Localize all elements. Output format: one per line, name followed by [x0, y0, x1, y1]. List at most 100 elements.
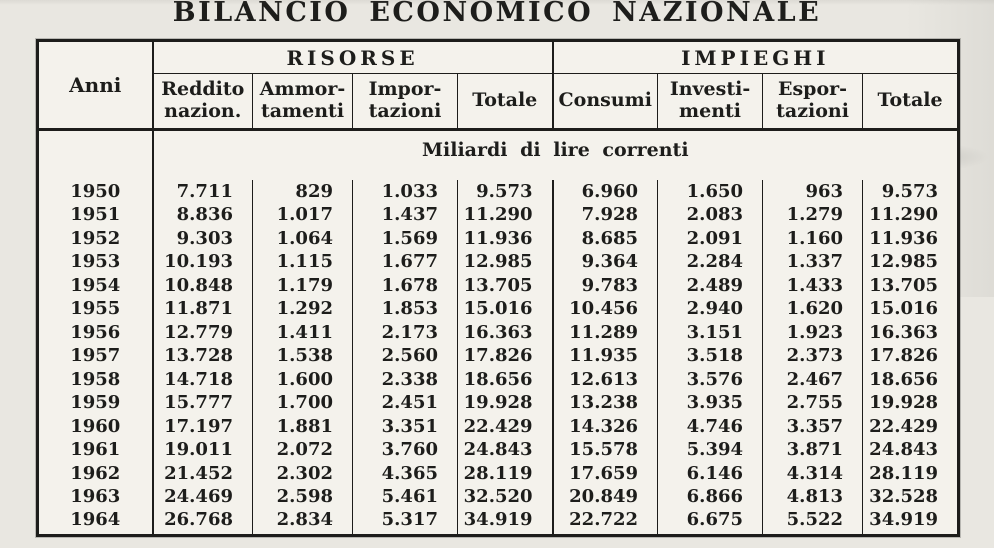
- value-cell: 20.849: [552, 485, 659, 509]
- value-cell: 2.451: [352, 391, 458, 415]
- value-cell: 26.768: [152, 508, 253, 535]
- value-cell: 34.919: [457, 508, 554, 535]
- table-row: 1961 19.011 2.072 3.760 24.843 15.578 5.394 3.8…: [37, 438, 959, 462]
- col-header-reddito-nazionale: Reddito nazion.: [152, 73, 253, 131]
- value-cell: 9.573: [457, 179, 554, 203]
- value-cell: 3.871: [762, 438, 864, 462]
- value-cell: 9.303: [152, 226, 253, 250]
- table-row: 1957 13.728 1.538 2.560 17.826 11.935 3.518 2.3…: [37, 344, 959, 368]
- value-cell: 9.783: [552, 273, 659, 297]
- value-cell: 4.365: [352, 461, 458, 485]
- value-cell: 5.394: [657, 438, 764, 462]
- page-title: BILANCIO ECONOMICO NAZIONALE: [172, 0, 822, 28]
- value-cell: 2.373: [762, 344, 864, 368]
- value-cell: 24.843: [457, 438, 554, 462]
- table-row: 1951 8.836 1.017 1.437 11.290 7.928 2.083 1.279…: [37, 203, 959, 227]
- value-cell: 1.650: [657, 179, 764, 203]
- value-cell: 24.469: [152, 485, 253, 509]
- value-cell: 1.700: [252, 391, 353, 415]
- value-cell: 12.779: [152, 320, 253, 344]
- value-cell: 11.935: [552, 344, 659, 368]
- year-cell: 1959: [37, 391, 154, 415]
- value-cell: 1.033: [352, 179, 458, 203]
- unit-row: Miliardi di lire correnti: [37, 129, 959, 180]
- value-cell: 2.072: [252, 438, 353, 462]
- value-cell: 6.146: [657, 461, 764, 485]
- col-header-totale-impieghi: Totale: [862, 73, 959, 131]
- table-header: Anni RISORSE IMPIEGHI Reddito nazion. Am…: [37, 40, 959, 131]
- col-header-ammortamenti: Ammor- tamenti: [252, 73, 353, 131]
- value-cell: 5.317: [352, 508, 458, 535]
- year-cell: 1953: [37, 250, 154, 274]
- value-cell: 1.437: [352, 203, 458, 227]
- year-cell: 1962: [37, 461, 154, 485]
- value-cell: 9.364: [552, 250, 659, 274]
- unit-note: Miliardi di lire correnti: [422, 139, 689, 162]
- value-cell: 1.292: [252, 297, 353, 321]
- year-cell: 1952: [37, 226, 154, 250]
- value-cell: 10.193: [152, 250, 253, 274]
- value-cell: 11.936: [457, 226, 554, 250]
- year-cell: 1954: [37, 273, 154, 297]
- value-cell: 10.848: [152, 273, 253, 297]
- year-cell: 1958: [37, 367, 154, 391]
- value-cell: 13.705: [869, 274, 939, 296]
- value-cell: 3.935: [657, 391, 764, 415]
- value-cell: 4.314: [762, 461, 864, 485]
- value-cell: 2.083: [657, 203, 764, 227]
- value-cell: 1.279: [762, 203, 864, 227]
- value-cell: 1.620: [762, 297, 864, 321]
- year-cell: 1950: [37, 179, 154, 203]
- value-cell: 12.985: [457, 250, 554, 274]
- value-cell: 1.678: [352, 273, 458, 297]
- value-cell: 2.755: [762, 391, 864, 415]
- value-cell: 15.777: [152, 391, 253, 415]
- value-cell: 7.928: [552, 203, 659, 227]
- value-cell: 21.452: [152, 461, 253, 485]
- value-cell: 19.011: [152, 438, 253, 462]
- value-cell: 2.284: [657, 250, 764, 274]
- year-cell: 1951: [37, 203, 154, 227]
- value-cell: 1.853: [352, 297, 458, 321]
- value-cell: 10.456: [552, 297, 659, 321]
- value-cell: 1.569: [352, 226, 458, 250]
- value-cell: 5.461: [352, 485, 458, 509]
- value-cell: 13.705: [457, 273, 554, 297]
- value-cell: 15.578: [552, 438, 659, 462]
- table-row: 1963 24.469 2.598 5.461 32.520 20.849 6.866 4.8…: [37, 485, 959, 509]
- year-cell: 1960: [37, 414, 154, 438]
- value-cell: 18.656: [457, 367, 554, 391]
- value-cell: 1.600: [252, 367, 353, 391]
- value-cell: 1.411: [252, 320, 353, 344]
- value-cell: 8.685: [552, 226, 659, 250]
- value-cell: 6.866: [657, 485, 764, 509]
- value-cell: 3.518: [657, 344, 764, 368]
- value-cell: 19.928: [869, 392, 939, 414]
- table-body: Miliardi di lire correnti 1950 7.711 829 1.…: [37, 129, 959, 535]
- year-cell: 1956: [37, 320, 154, 344]
- value-cell: 28.119: [869, 462, 939, 484]
- value-cell: 22.429: [457, 414, 554, 438]
- value-cell: 4.813: [762, 485, 864, 509]
- group-header-risorse: RISORSE: [152, 40, 554, 74]
- value-cell: 6.960: [552, 179, 659, 203]
- value-cell: 2.940: [657, 297, 764, 321]
- value-cell: 32.520: [457, 485, 554, 509]
- value-cell: 18.656: [869, 368, 939, 390]
- value-cell: 2.834: [252, 508, 353, 535]
- value-cell: 3.357: [762, 414, 864, 438]
- col-header-esportazioni: Espor- tazioni: [762, 73, 864, 131]
- table-row: 1964 26.768 2.834 5.317 34.919 22.722 6.675 5.5…: [37, 508, 959, 535]
- value-cell: 1.881: [252, 414, 353, 438]
- value-cell: 1.923: [762, 320, 864, 344]
- value-cell: 3.351: [352, 414, 458, 438]
- value-cell: 12.985: [869, 251, 939, 273]
- table-row: 1954 10.848 1.179 1.678 13.705 9.783 2.489 1.43…: [37, 273, 959, 297]
- value-cell: 2.173: [352, 320, 458, 344]
- group-header-impieghi: IMPIEGHI: [552, 40, 959, 74]
- value-cell: 17.659: [552, 461, 659, 485]
- value-cell: 17.197: [152, 414, 253, 438]
- value-cell: 1.179: [252, 273, 353, 297]
- value-cell: 2.598: [252, 485, 353, 509]
- unit-row-spacer: [37, 129, 154, 180]
